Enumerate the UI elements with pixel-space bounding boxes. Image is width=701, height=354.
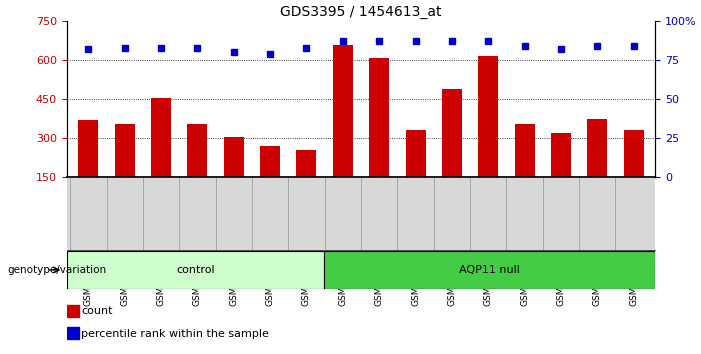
Bar — [369, 58, 389, 216]
Bar — [79, 120, 98, 216]
Text: AQP11 null: AQP11 null — [459, 265, 520, 275]
FancyBboxPatch shape — [324, 251, 655, 289]
Bar — [333, 45, 353, 216]
Bar — [442, 89, 462, 216]
Text: genotype/variation: genotype/variation — [7, 265, 106, 275]
Text: percentile rank within the sample: percentile rank within the sample — [81, 329, 269, 338]
FancyBboxPatch shape — [67, 251, 324, 289]
Text: count: count — [81, 306, 113, 316]
Bar — [187, 124, 207, 216]
Title: GDS3395 / 1454613_at: GDS3395 / 1454613_at — [280, 5, 442, 19]
Bar — [151, 98, 171, 216]
Bar — [224, 137, 244, 216]
Bar — [406, 130, 426, 216]
Bar — [260, 146, 280, 216]
Bar — [115, 124, 135, 216]
Bar — [67, 327, 79, 339]
Bar — [478, 56, 498, 216]
Bar — [297, 150, 316, 216]
Bar — [67, 305, 79, 317]
Text: control: control — [176, 265, 215, 275]
Bar — [551, 133, 571, 216]
Bar — [587, 119, 607, 216]
Bar — [624, 130, 644, 216]
Bar — [515, 124, 535, 216]
